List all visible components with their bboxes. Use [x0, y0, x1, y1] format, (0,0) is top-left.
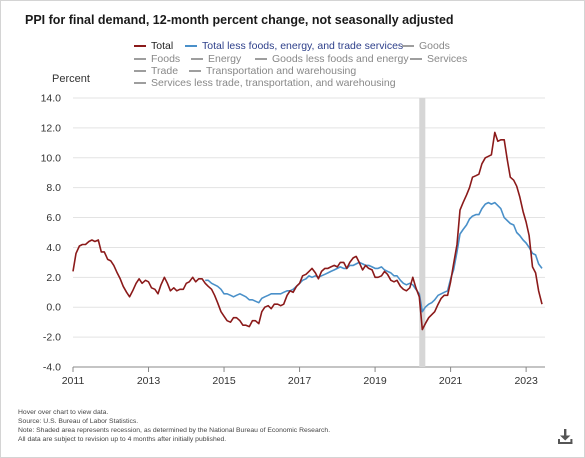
legend-label: Services: [427, 53, 468, 65]
series-line-total-less-foods-energy-trade: [205, 201, 543, 313]
legend-swatch: [255, 58, 267, 60]
note-revision: All data are subject to revision up to 4…: [18, 436, 227, 443]
series-line-total: [72, 131, 543, 331]
legend-label: Transportation and warehousing: [206, 65, 357, 77]
y-tick-label: 14.0: [41, 93, 62, 105]
y-tick-label: 8.0: [46, 182, 61, 194]
legend-label: Goods less foods and energy: [272, 53, 409, 65]
legend-item-goods[interactable]: Goods: [402, 40, 450, 52]
legend: Total Total less foods, energy, and trad…: [0, 0, 585, 100]
legend-item-energy[interactable]: Energy: [191, 53, 241, 65]
legend-swatch: [189, 70, 201, 72]
legend-swatch: [134, 82, 146, 84]
y-tick-label: 6.0: [46, 212, 61, 224]
chart-title: PPI for final demand, 12-month percent c…: [25, 13, 454, 27]
legend-label: Total less foods, energy, and trade serv…: [202, 40, 404, 52]
y-tick-label: -4.0: [43, 362, 61, 374]
y-tick-label: 10.0: [41, 152, 62, 164]
x-tick-label: 2021: [439, 375, 463, 387]
legend-item-goods-less-foods-energy[interactable]: Goods less foods and energy: [255, 53, 409, 65]
notes: Hover over chart to view data. Source: U…: [18, 408, 330, 444]
legend-item-total[interactable]: Total: [134, 40, 173, 52]
legend-item-total-less-foods-energy-trade[interactable]: Total less foods, energy, and trade serv…: [185, 40, 403, 52]
x-tick-label: 2023: [514, 375, 538, 387]
legend-item-foods[interactable]: Foods: [134, 53, 180, 65]
y-tick-label: -2.0: [43, 332, 61, 344]
x-tick-label: 2015: [212, 375, 236, 387]
note-source: Source: U.S. Bureau of Labor Statistics.: [18, 418, 139, 425]
legend-label: Energy: [208, 53, 242, 65]
x-tick-label: 2013: [137, 375, 161, 387]
legend-swatch: [134, 45, 146, 47]
legend-item-trade[interactable]: Trade: [134, 65, 178, 77]
x-tick-label: 2017: [288, 375, 312, 387]
y-tick-label: 12.0: [41, 122, 62, 134]
legend-swatch: [402, 45, 414, 47]
recession-band: [419, 98, 426, 367]
note-hover: Hover over chart to view data.: [18, 409, 109, 416]
legend-label: Trade: [151, 65, 179, 77]
note-recession: Note: Shaded area represents recession, …: [18, 427, 331, 434]
x-tick-label: 2019: [363, 375, 387, 387]
x-tick-label: 2011: [62, 375, 85, 387]
legend-swatch: [410, 58, 422, 60]
y-tick-label: 0.0: [46, 302, 61, 314]
legend-label: Foods: [151, 53, 181, 65]
legend-item-transportation-warehousing[interactable]: Transportation and warehousing: [189, 65, 356, 77]
y-tick-label: 4.0: [46, 242, 61, 254]
legend-label: Services less trade, transportation, and…: [151, 77, 396, 89]
download-icon[interactable]: [556, 427, 574, 445]
y-axis-label: Percent: [52, 73, 90, 85]
legend-label: Goods: [419, 40, 450, 52]
legend-item-services[interactable]: Services: [410, 53, 467, 65]
download-icon-glyph: [558, 429, 573, 444]
legend-item-services-less-trade-transport[interactable]: Services less trade, transportation, and…: [134, 77, 396, 89]
legend-swatch: [185, 45, 197, 47]
legend-swatch: [134, 58, 146, 60]
legend-swatch: [191, 58, 203, 60]
legend-label: Total: [151, 40, 174, 52]
legend-swatch: [134, 70, 146, 72]
y-tick-label: 2.0: [46, 272, 61, 284]
